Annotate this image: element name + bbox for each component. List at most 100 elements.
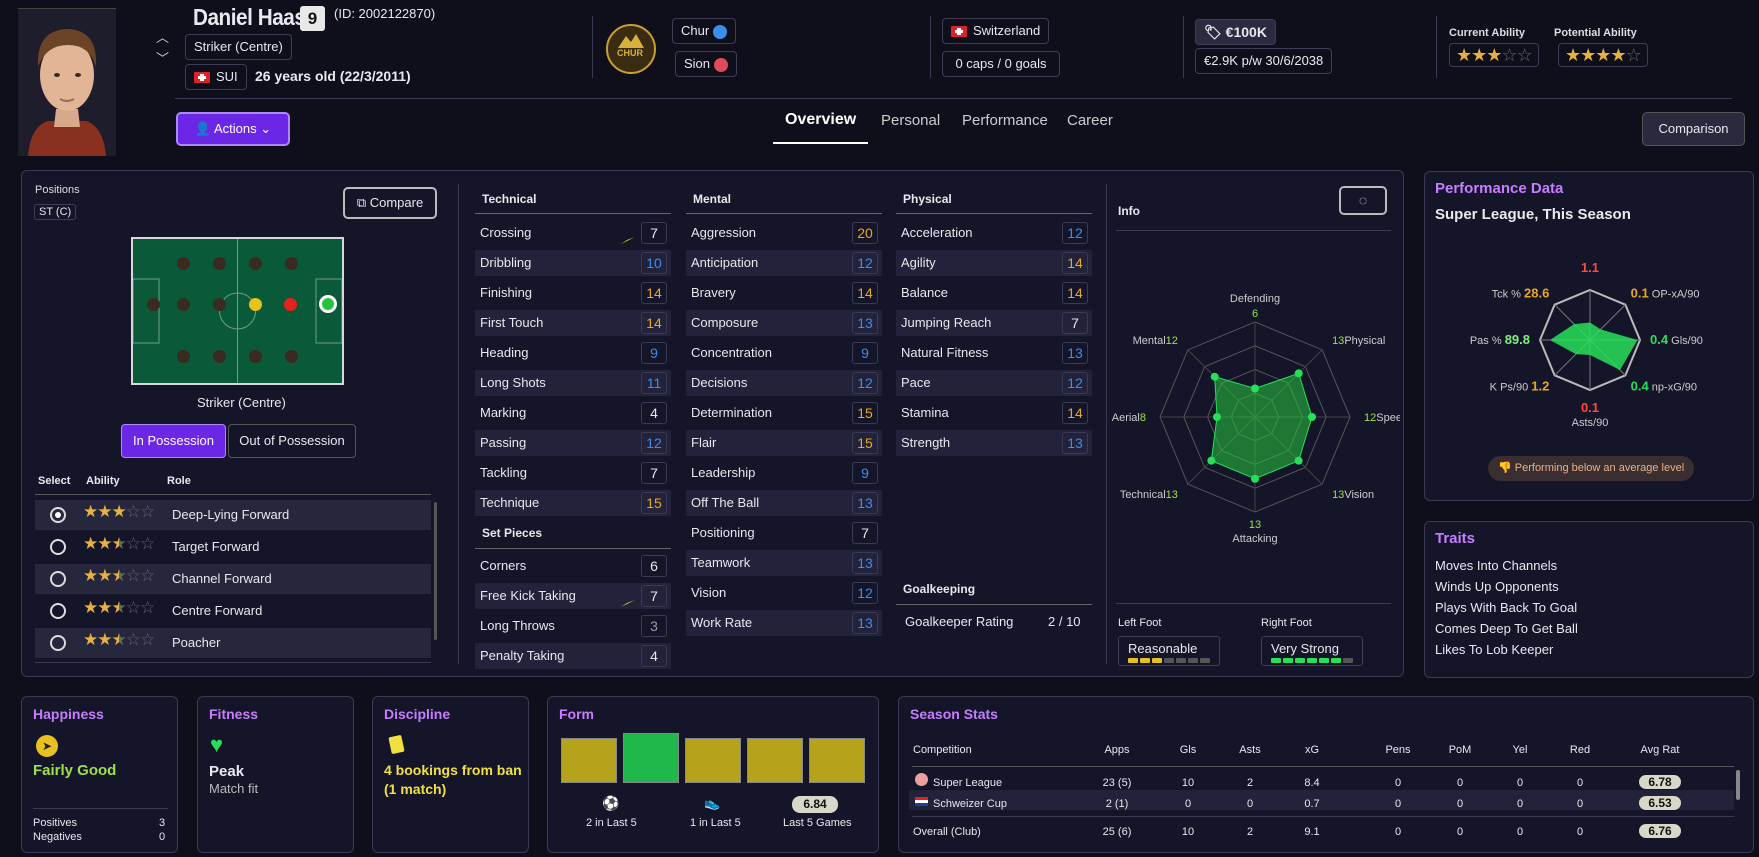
attribute-row[interactable]: First Touch 14: [475, 310, 671, 336]
compare-button[interactable]: ⧉ Compare: [343, 187, 437, 219]
actions-button[interactable]: 👤 Actions ⌄: [176, 112, 290, 146]
form-average-label: Last 5 Games: [783, 817, 852, 829]
role-name: Deep-Lying Forward: [172, 507, 290, 522]
out-of-possession-button[interactable]: Out of Possession: [228, 424, 356, 458]
attribute-name: Heading: [480, 345, 529, 360]
attribute-row[interactable]: Corners 6: [475, 553, 671, 579]
previous-player-button[interactable]: ︿: [156, 30, 170, 45]
attribute-row[interactable]: Off The Ball 13: [686, 490, 882, 516]
role-row[interactable]: ★★★☆☆ Centre Forward: [35, 596, 431, 626]
attribute-row[interactable]: Technique 15: [475, 490, 671, 516]
attribute-row[interactable]: Work Rate 13: [686, 610, 882, 636]
club-crest[interactable]: CHUR: [606, 24, 656, 74]
attribute-row[interactable]: Strength 13: [896, 430, 1092, 456]
trait-item: Moves Into Channels: [1435, 558, 1558, 573]
role-name: Centre Forward: [172, 603, 263, 618]
roles-scrollbar[interactable]: [434, 502, 437, 640]
season-avg-rating: 6.53: [1639, 796, 1681, 810]
attribute-row[interactable]: Leadership 9: [686, 460, 882, 486]
attribute-value: 12: [1062, 222, 1088, 244]
tab-performance[interactable]: Performance: [962, 112, 1048, 129]
boot-icon: 👟: [704, 795, 721, 810]
attribute-row[interactable]: Decisions 12: [686, 370, 882, 396]
role-radio[interactable]: [50, 635, 66, 651]
tab-career[interactable]: Career: [1067, 112, 1113, 129]
in-possession-button[interactable]: In Possession: [121, 424, 226, 458]
season-scrollbar[interactable]: [1736, 770, 1740, 800]
attribute-row[interactable]: Tackling 7: [475, 460, 671, 486]
role-radio[interactable]: [50, 539, 66, 555]
role-radio[interactable]: [50, 603, 66, 619]
attribute-value: 12: [1062, 372, 1088, 394]
attribute-row[interactable]: Crossing 7: [475, 220, 671, 246]
form-match-box[interactable]: [561, 738, 617, 783]
attribute-row[interactable]: Passing 12: [475, 430, 671, 456]
radar-label: 13Physical: [1332, 335, 1385, 347]
attribute-row[interactable]: Stamina 14: [896, 400, 1092, 426]
tab-overview[interactable]: Overview: [785, 111, 857, 128]
pitch-caption: Striker (Centre): [197, 395, 286, 410]
performance-title: Performance Data: [1435, 180, 1564, 197]
form-match-box[interactable]: [809, 738, 865, 783]
attribute-row[interactable]: Acceleration 12: [896, 220, 1092, 246]
form-match-box[interactable]: [747, 738, 803, 783]
club-chip[interactable]: Chur: [672, 18, 736, 44]
attribute-row[interactable]: Balance 14: [896, 280, 1092, 306]
season-stats-title: Season Stats: [910, 706, 998, 722]
attribute-value: 14: [641, 282, 667, 304]
season-cell: 0: [1576, 798, 1584, 810]
comparison-button[interactable]: Comparison: [1642, 112, 1745, 146]
nation-country-chip[interactable]: Switzerland: [942, 18, 1050, 44]
role-radio[interactable]: [50, 507, 66, 523]
role-row[interactable]: ★★★☆☆ Target Forward: [35, 532, 431, 562]
attribute-row[interactable]: Long Throws 3: [475, 613, 671, 639]
season-header: Yel: [1512, 744, 1528, 756]
attribute-row[interactable]: Determination 15: [686, 400, 882, 426]
season-cell: 0: [1184, 798, 1192, 810]
attribute-row[interactable]: Natural Fitness 13: [896, 340, 1092, 366]
attribute-row[interactable]: Long Shots 11: [475, 370, 671, 396]
attribute-row[interactable]: Concentration 9: [686, 340, 882, 366]
form-match-box[interactable]: [623, 733, 679, 783]
attribute-row[interactable]: Anticipation 12: [686, 250, 882, 276]
attribute-row[interactable]: Flair 15: [686, 430, 882, 456]
next-player-button[interactable]: ﹀: [156, 51, 170, 66]
foot-level-bar: [1283, 658, 1293, 663]
attribute-row[interactable]: Finishing 14: [475, 280, 671, 306]
nation-chip[interactable]: SUI: [185, 64, 247, 90]
attribute-row[interactable]: Agility 14: [896, 250, 1092, 276]
loan-icon: [713, 57, 728, 72]
caps-chip: 0 caps / 0 goals: [942, 51, 1060, 77]
info-settings-button[interactable]: ◌: [1339, 186, 1387, 215]
role-radio[interactable]: [50, 571, 66, 587]
attribute-row[interactable]: Aggression 20: [686, 220, 882, 246]
role-row[interactable]: ★★★☆☆ Poacher: [35, 628, 431, 658]
attribute-row[interactable]: Positioning 7: [686, 520, 882, 546]
season-cell: 0: [1516, 777, 1524, 789]
attribute-row[interactable]: Marking 4: [475, 400, 671, 426]
tab-personal[interactable]: Personal: [881, 112, 941, 129]
radar-label: 13Vision: [1332, 489, 1374, 501]
performance-radar-chart: Pr Passes...1.1 0.1 OP-xA/90 0.4 Gls/90 0.4…: [1470, 258, 1703, 428]
football-icon: ⚽: [602, 795, 620, 811]
season-cell: 0: [1246, 798, 1254, 810]
loan-club-chip[interactable]: Sion: [675, 51, 737, 77]
attribute-row[interactable]: Heading 9: [475, 340, 671, 366]
attribute-row[interactable]: Jumping Reach 7: [896, 310, 1092, 336]
left-foot-value: Reasonable: [1128, 641, 1198, 656]
goalkeeper-rating-value: 2 / 10: [1048, 614, 1081, 629]
attribute-row[interactable]: Penalty Taking 4: [475, 643, 671, 669]
form-match-box[interactable]: [685, 738, 741, 783]
attribute-value: 12: [852, 252, 878, 274]
attribute-row[interactable]: Composure 13: [686, 310, 882, 336]
attribute-row[interactable]: Pace 12: [896, 370, 1092, 396]
attribute-row[interactable]: Bravery 14: [686, 280, 882, 306]
attribute-row[interactable]: Dribbling 10: [475, 250, 671, 276]
role-row[interactable]: ★★★☆☆ Channel Forward: [35, 564, 431, 594]
attribute-row[interactable]: Vision 12: [686, 580, 882, 606]
attribute-row[interactable]: Teamwork 13: [686, 550, 882, 576]
attribute-row[interactable]: Free Kick Taking 7: [475, 583, 671, 609]
attribute-name: Agility: [901, 255, 936, 270]
attribute-name: Dribbling: [480, 255, 532, 270]
role-row[interactable]: ★★★☆☆ Deep-Lying Forward: [35, 500, 431, 530]
